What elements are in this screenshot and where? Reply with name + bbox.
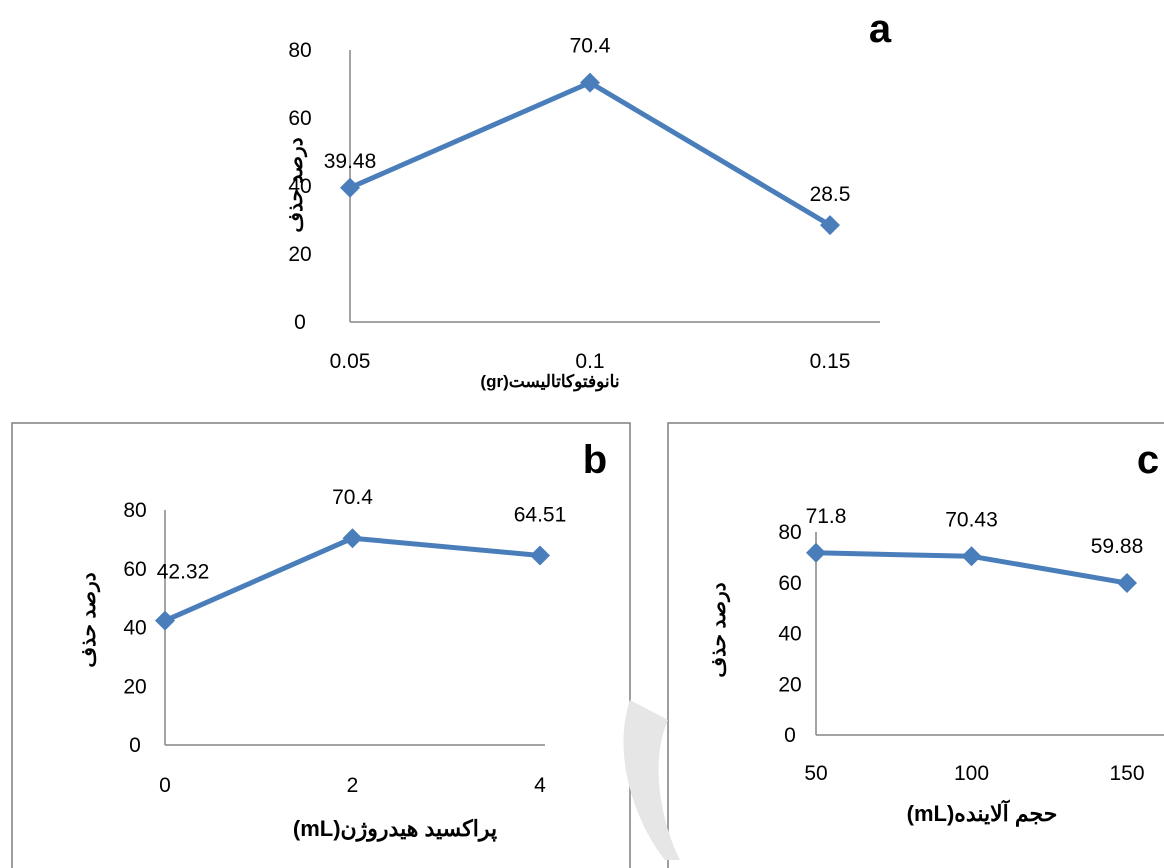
data-label: 39.48 [324,150,377,173]
y-tick-label: 40 [778,623,801,646]
chart-a: 0 20 40 60 80 0.05 0.1 0.15 39.48 70.4 28.5 نانوفتو… [285,7,892,392]
panel-label: c [1137,438,1159,482]
y-tick-label: 0 [784,724,796,747]
y-tick-label: 60 [288,107,311,130]
data-label: 71.8 [806,505,847,528]
data-point-marker [342,528,363,549]
y-tick-label: 20 [778,673,801,696]
x-tick-label: 100 [954,762,989,785]
data-point-marker [1117,573,1137,594]
y-tick-label: 40 [288,175,311,198]
watermark-shape [623,700,680,860]
data-label: 64.51 [514,504,567,527]
x-axis-title: نانوفتوکاتالیست(gr) [480,372,619,392]
data-label: 70.43 [945,508,998,531]
y-tick-label: 80 [778,521,801,544]
series-line [163,535,541,623]
y-axis-title: درصد حذف [285,137,308,232]
panel-b-border [11,422,631,868]
panel-label: b [583,438,607,482]
chart-c: 0 20 40 60 80 50 100 150 71.8 70.43 59.88 حجم آلاین… [708,438,1164,827]
data-point-marker [806,542,826,563]
data-point-marker [961,546,982,567]
y-tick-label: 60 [778,572,801,595]
data-label: 28.5 [810,183,851,206]
data-point-marker [580,72,600,93]
y-tick-label: 20 [288,243,311,266]
y-tick-label: 40 [123,617,146,640]
x-tick-label: 4 [534,774,546,797]
x-axis-title: پراکسید هیدروژن(mL) [293,816,497,843]
y-tick-label: 0 [129,734,141,757]
panel-c-border [667,422,1164,868]
x-tick-label: 0.15 [810,350,851,373]
data-label: 59.88 [1091,535,1144,558]
x-tick-label: 150 [1109,762,1144,785]
chart-b: 0 20 40 60 80 0 2 4 42.32 70.4 64.51 پراکسید هیدروژ… [78,438,607,843]
x-tick-label: 50 [804,762,827,785]
data-point-marker [820,215,840,236]
data-label: 42.32 [157,561,210,584]
y-axis-title: درصد حذف [78,572,101,667]
y-tick-label: 20 [123,675,146,698]
data-point-marker [155,610,175,631]
y-tick-label: 0 [294,311,306,334]
x-axis-title: حجم آلاینده(mL) [907,799,1058,827]
series-line [348,80,832,228]
panel-label: a [869,7,892,51]
y-axis-title: درصد حذف [708,582,731,677]
data-point-marker [530,545,550,566]
y-tick-label: 80 [123,499,146,522]
data-label: 70.4 [570,35,611,58]
x-tick-label: 0.1 [575,350,604,373]
x-tick-label: 0.05 [330,350,371,373]
y-tick-label: 80 [288,39,311,62]
data-label: 70.4 [332,486,373,509]
x-tick-label: 2 [347,774,359,797]
y-tick-label: 60 [123,558,146,581]
data-point-marker [340,177,360,198]
x-tick-label: 0 [159,774,171,797]
